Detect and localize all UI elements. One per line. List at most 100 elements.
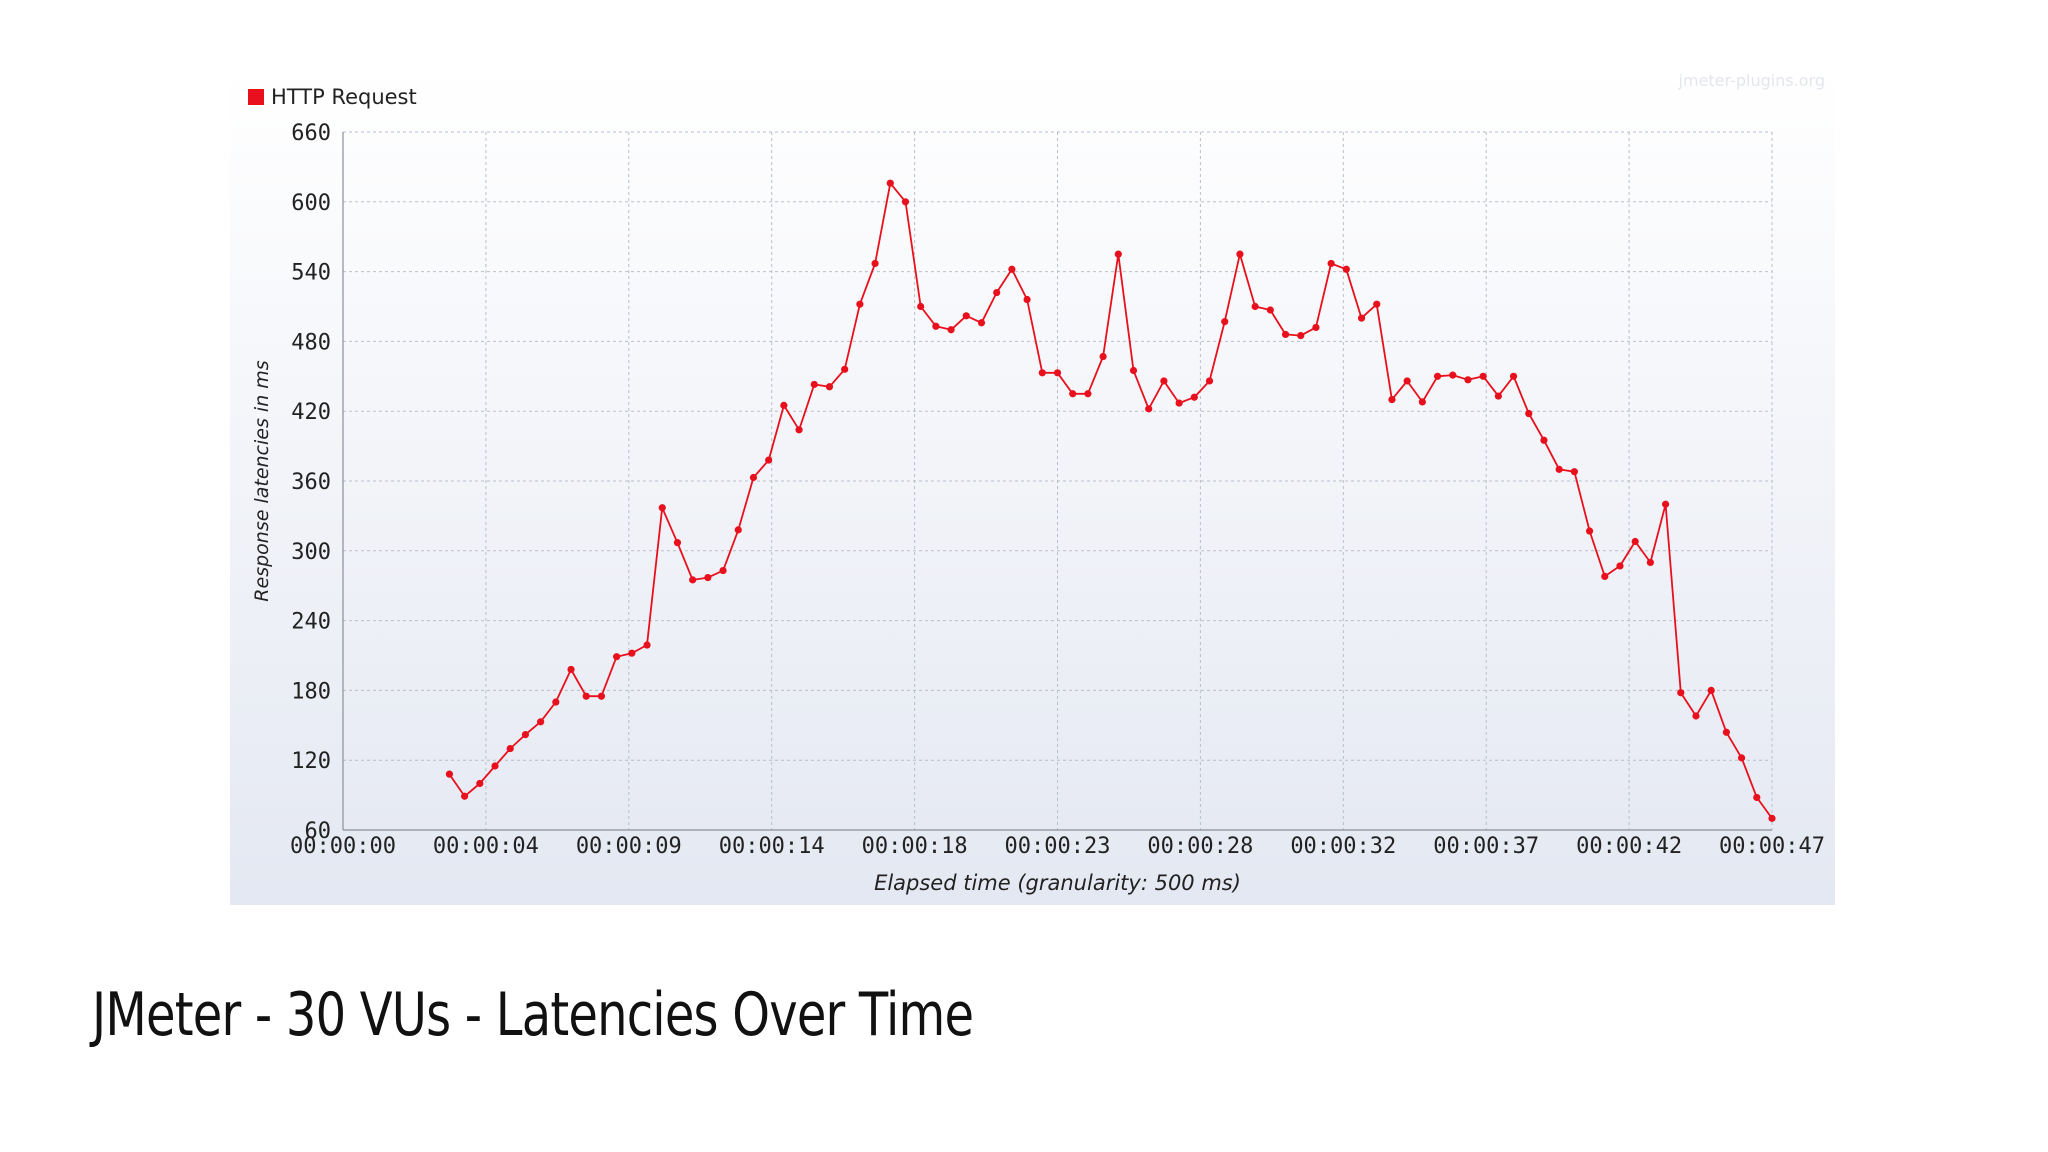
- data-point: [810, 380, 818, 389]
- axes: [342, 132, 1772, 831]
- x-tick-label: 00:00:47: [1719, 834, 1825, 859]
- x-tick-label: 00:00:23: [1005, 834, 1111, 859]
- data-point: [1205, 377, 1214, 385]
- data-point: [1236, 250, 1244, 258]
- x-tick-label: 00:00:09: [576, 834, 682, 859]
- y-tick-label: 600: [291, 191, 331, 216]
- data-point: [1297, 331, 1305, 340]
- data-point: [1342, 265, 1350, 273]
- data-point: [993, 288, 1001, 297]
- data-point: [1403, 377, 1411, 385]
- data-point: [1737, 754, 1746, 762]
- data-point: [597, 692, 606, 700]
- data-point: [1388, 395, 1396, 404]
- data-point: [1266, 306, 1274, 314]
- data-point: [552, 698, 560, 706]
- data-point: [765, 456, 773, 464]
- data-point: [1616, 562, 1624, 570]
- data-point: [901, 198, 910, 206]
- legend-label: HTTP Request: [271, 85, 417, 109]
- data-point: [1008, 265, 1016, 273]
- data-point: [476, 779, 484, 788]
- x-tick-label: 00:00:04: [433, 834, 539, 859]
- data-point: [1631, 537, 1639, 546]
- y-tick-label: 540: [291, 261, 331, 286]
- data-point: [628, 649, 636, 657]
- x-axis-label: Elapsed time (granularity: 500 ms): [874, 871, 1241, 895]
- data-point: [689, 576, 697, 584]
- data-point: [1555, 465, 1563, 473]
- series-line-http-request: [448, 182, 1773, 819]
- data-point: [795, 426, 803, 434]
- data-point: [1464, 376, 1472, 384]
- y-axis-label: Response latencies in ms: [251, 360, 273, 601]
- data-point: [1312, 323, 1320, 332]
- chart-panel-background: [230, 70, 1835, 905]
- x-tick-labels: 00:00:00 00:00:04 00:00:09 00:00:14 00:00:18…: [290, 834, 1825, 859]
- data-point: [1585, 527, 1594, 535]
- data-point: [1221, 318, 1229, 326]
- y-tick-label: 360: [291, 470, 331, 495]
- data-point: [1646, 558, 1654, 567]
- data-point: [445, 770, 454, 778]
- data-point: [461, 792, 469, 800]
- y-tick-labels: 60 120 180 240 300 360 420 480 540 600 660: [291, 121, 331, 844]
- data-point: [856, 300, 864, 308]
- data-point: [841, 365, 849, 373]
- y-tick-label: 660: [291, 121, 331, 146]
- y-tick-label: 300: [291, 540, 331, 565]
- data-point: [1433, 372, 1442, 380]
- x-tick-label: 00:00:37: [1433, 834, 1539, 859]
- data-point: [1677, 689, 1685, 697]
- x-tick-label: 00:00:14: [719, 834, 825, 859]
- x-tick-label: 00:00:18: [862, 834, 968, 859]
- y-tick-label: 60: [305, 819, 332, 844]
- data-point: [1373, 300, 1381, 308]
- data-point: [1160, 377, 1168, 385]
- data-point: [506, 744, 514, 753]
- data-point: [1418, 398, 1426, 406]
- y-tick-label: 180: [291, 679, 331, 704]
- data-point: [871, 259, 879, 268]
- data-point: [947, 326, 955, 334]
- data-point: [1251, 302, 1259, 311]
- data-point: [1753, 793, 1761, 802]
- data-point: [658, 504, 666, 512]
- data-point: [704, 573, 712, 582]
- data-point: [917, 302, 925, 311]
- data-point: [780, 401, 788, 409]
- data-point: [962, 312, 970, 320]
- data-point: [1661, 500, 1670, 508]
- data-point: [1129, 366, 1138, 375]
- data-point: [582, 692, 590, 700]
- x-tick-label: 00:00:42: [1576, 834, 1682, 859]
- legend: HTTP Request: [248, 85, 417, 109]
- data-point: [1707, 686, 1715, 695]
- y-tick-label: 240: [291, 610, 331, 635]
- chart-canvas: 60 120 180 240 300 360 420 480 540 600 660 00:00:0…: [230, 70, 1835, 905]
- data-point: [1449, 371, 1457, 379]
- data-point: [673, 539, 682, 547]
- data-point: [1509, 372, 1518, 380]
- data-point: [1601, 572, 1609, 580]
- data-point: [1722, 728, 1730, 736]
- data-point: [1327, 259, 1335, 268]
- y-tick-label: 420: [291, 400, 331, 425]
- x-tick-label: 00:00:32: [1290, 834, 1396, 859]
- data-point: [491, 762, 499, 770]
- data-point: [1190, 393, 1198, 401]
- data-point: [1114, 250, 1122, 258]
- data-point: [1281, 330, 1290, 339]
- data-point: [1768, 814, 1776, 822]
- data-point: [1479, 372, 1487, 380]
- legend-swatch: [248, 89, 264, 105]
- data-point: [1357, 314, 1366, 322]
- data-point: [1145, 405, 1153, 413]
- x-tick-label: 00:00:28: [1147, 834, 1253, 859]
- y-tick-label: 480: [291, 330, 331, 355]
- data-point: [1023, 295, 1031, 304]
- data-point: [749, 473, 758, 482]
- data-point: [1038, 369, 1046, 377]
- data-point: [1540, 436, 1548, 444]
